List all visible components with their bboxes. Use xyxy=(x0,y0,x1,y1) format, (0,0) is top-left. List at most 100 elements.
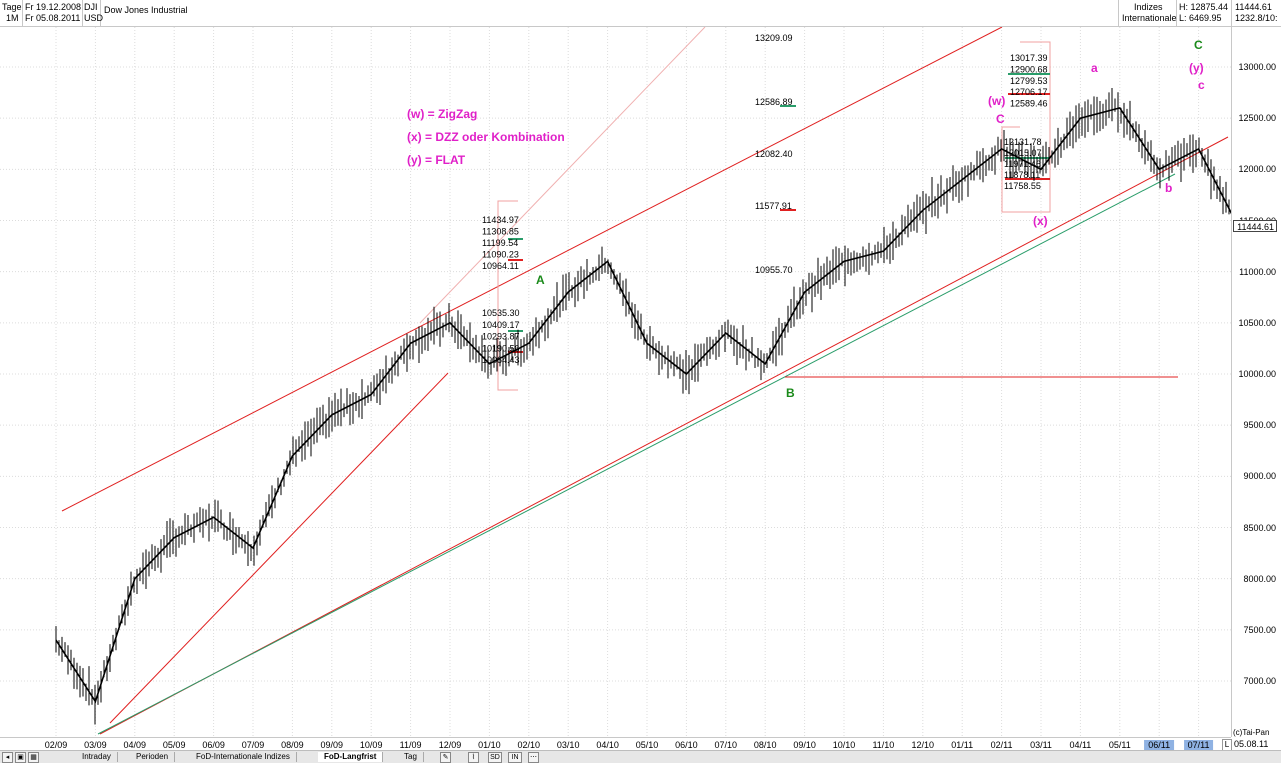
fib-label: 10064.43 xyxy=(482,355,520,365)
x-tick-label: 12/09 xyxy=(438,740,462,750)
legend-flat: (y) = FLAT xyxy=(407,153,466,167)
toolbar-chart-icon[interactable]: ⌇ xyxy=(468,752,479,763)
x-tick-label: 08/09 xyxy=(281,740,304,750)
toolbar-window-icon[interactable]: ▣ xyxy=(15,752,26,763)
wave-labels: A B C (w) (x) (y) Ca b c xyxy=(536,38,1205,400)
last-date: 05.08.11 xyxy=(1234,739,1269,749)
high-value: H: 12875.44 xyxy=(1179,2,1229,12)
y-tick-label: 11000.00 xyxy=(1239,266,1276,277)
y-tick-label: 13000.00 xyxy=(1238,62,1276,72)
y-tick-label: 9500.00 xyxy=(1243,420,1276,431)
instrument-cell: Dow Jones Industrial xyxy=(100,0,1119,26)
x-tick-label: 01/10 xyxy=(478,740,501,750)
category-2: Internationale xyxy=(1122,13,1177,23)
wave-label-c: c xyxy=(1198,78,1205,92)
toolbar-left-icon[interactable]: ◂ xyxy=(2,752,13,763)
fib-label: 12900.68 xyxy=(1010,64,1048,74)
wave-label-w: (w) xyxy=(988,94,1005,108)
x-tick-label: 07/09 xyxy=(241,740,265,750)
legend-dzz: (x) = DZZ oder Kombination xyxy=(407,130,565,144)
tab-perioden[interactable]: Perioden xyxy=(130,752,176,762)
fib-ticks xyxy=(508,73,1050,353)
to-date: Fr 05.08.2011 xyxy=(25,13,81,23)
y-tick-label: 10000.00 xyxy=(1238,369,1276,379)
x-tick-label: 04/09 xyxy=(123,740,147,750)
fib-label: 12586.89 xyxy=(755,97,793,107)
wave-label-B: B xyxy=(786,386,795,400)
y-tick-label: 12500.00 xyxy=(1238,113,1276,124)
toolbar-extra-icon[interactable]: ⋯ xyxy=(528,752,539,763)
y-tick-label: 8000.00 xyxy=(1243,573,1276,584)
x-tick-label: 06/11 xyxy=(1144,740,1175,750)
fib-label: 10293.87 xyxy=(482,332,520,342)
fib-label: 12706.17 xyxy=(1010,87,1048,97)
category-1: Indizes xyxy=(1134,2,1163,12)
range-label: 1M xyxy=(6,13,19,23)
tab-intraday[interactable]: Intraday xyxy=(76,752,118,762)
category-cell: Indizes Internationale xyxy=(1118,0,1177,26)
fib-label: 11434.97 xyxy=(482,215,519,225)
fib-label: 12131.78 xyxy=(1004,137,1042,147)
fib-label: 13017.39 xyxy=(1010,53,1048,63)
x-tick-label: 12/10 xyxy=(911,740,935,750)
tab-fod-internationale[interactable]: FoD-Internationale Indizes xyxy=(190,752,297,762)
wave-label-b: b xyxy=(1165,181,1172,195)
fib-label: 10964.11 xyxy=(482,261,519,271)
toolbar-in-icon[interactable]: IN xyxy=(508,752,522,763)
x-tick-label: 06/09 xyxy=(202,740,225,750)
wave-label-C-minor: C xyxy=(996,112,1005,126)
y-axis: 13000.0012500.0012000.0011500.0011000.00… xyxy=(1231,27,1281,737)
fib-label: 11199.54 xyxy=(482,238,518,248)
wave-label-C-major: C xyxy=(1194,38,1203,52)
x-tick-label: 04/11 xyxy=(1069,740,1092,750)
last-cell: 11444.61 1232.8/10: xyxy=(1231,0,1281,26)
tab-tag[interactable]: Tag xyxy=(398,752,424,762)
toolbar-grid-icon[interactable]: ▦ xyxy=(28,752,39,763)
x-tick-label: 05/09 xyxy=(162,740,186,750)
price-series-line xyxy=(55,106,1231,704)
toolbar-draw-icon[interactable]: ✎ xyxy=(440,752,451,763)
last-value: 11444.61 xyxy=(1235,2,1272,12)
symbol-cell: DJI USD xyxy=(82,0,103,26)
x-tick-label: 09/09 xyxy=(320,740,344,750)
fib-label: 11758.55 xyxy=(1004,181,1041,191)
steep-trend-line xyxy=(109,372,449,724)
trend-line xyxy=(97,173,1176,735)
fib-label: 11878.11 xyxy=(1004,170,1040,180)
channel-upper-line xyxy=(61,27,1003,512)
x-tick-label: 07/10 xyxy=(714,740,738,750)
change-value: 1232.8/10: xyxy=(1235,13,1278,23)
toolbar-sd-icon[interactable]: SD xyxy=(488,752,502,763)
x-tick-label: 01/11 xyxy=(951,740,974,750)
period-label: Tage xyxy=(2,2,22,12)
period-cell[interactable]: Tage 1M xyxy=(0,0,23,26)
chart-header: Tage 1M Fr 19.12.2008 Fr 05.08.2011 DJI … xyxy=(0,0,1281,27)
copyright: (c)Tai-Pan xyxy=(1233,728,1270,737)
fib-boxes xyxy=(497,41,1051,391)
y-tick-label: 7000.00 xyxy=(1243,676,1276,686)
price-bars xyxy=(55,88,1230,725)
y-tick-label: 12000.00 xyxy=(1238,164,1276,175)
fib-label: 10535.30 xyxy=(482,308,520,318)
x-tick-label: 08/10 xyxy=(753,740,777,750)
x-tick-label: 11/09 xyxy=(399,740,422,750)
x-tick-label: 07/11 xyxy=(1183,740,1214,750)
fib-label: 12082.40 xyxy=(755,149,793,159)
faint-trend-line xyxy=(419,27,706,324)
x-tick-label: 05/10 xyxy=(635,740,659,750)
date-range-cell: Fr 19.12.2008 Fr 05.08.2011 xyxy=(22,0,83,26)
x-tick-label: 03/11 xyxy=(1030,740,1052,750)
fib-label: 12015.07 xyxy=(1004,148,1042,158)
x-tick-label: 04/10 xyxy=(596,740,619,750)
fib-label: 12799.53 xyxy=(1010,76,1048,86)
legend-zigzag: (w) = ZigZag xyxy=(407,107,478,121)
x-tick-label: 03/10 xyxy=(556,740,580,750)
x-tick-label: 10/09 xyxy=(359,740,383,750)
fib-box-left xyxy=(497,200,518,391)
x-tick-label: 10/10 xyxy=(832,740,856,750)
from-date: Fr 19.12.2008 xyxy=(25,2,82,12)
x-tick-label: 09/10 xyxy=(793,740,816,750)
tab-fod-langfrist[interactable]: FoD-Langfrist xyxy=(318,752,384,762)
fib-box-right xyxy=(1001,41,1051,213)
